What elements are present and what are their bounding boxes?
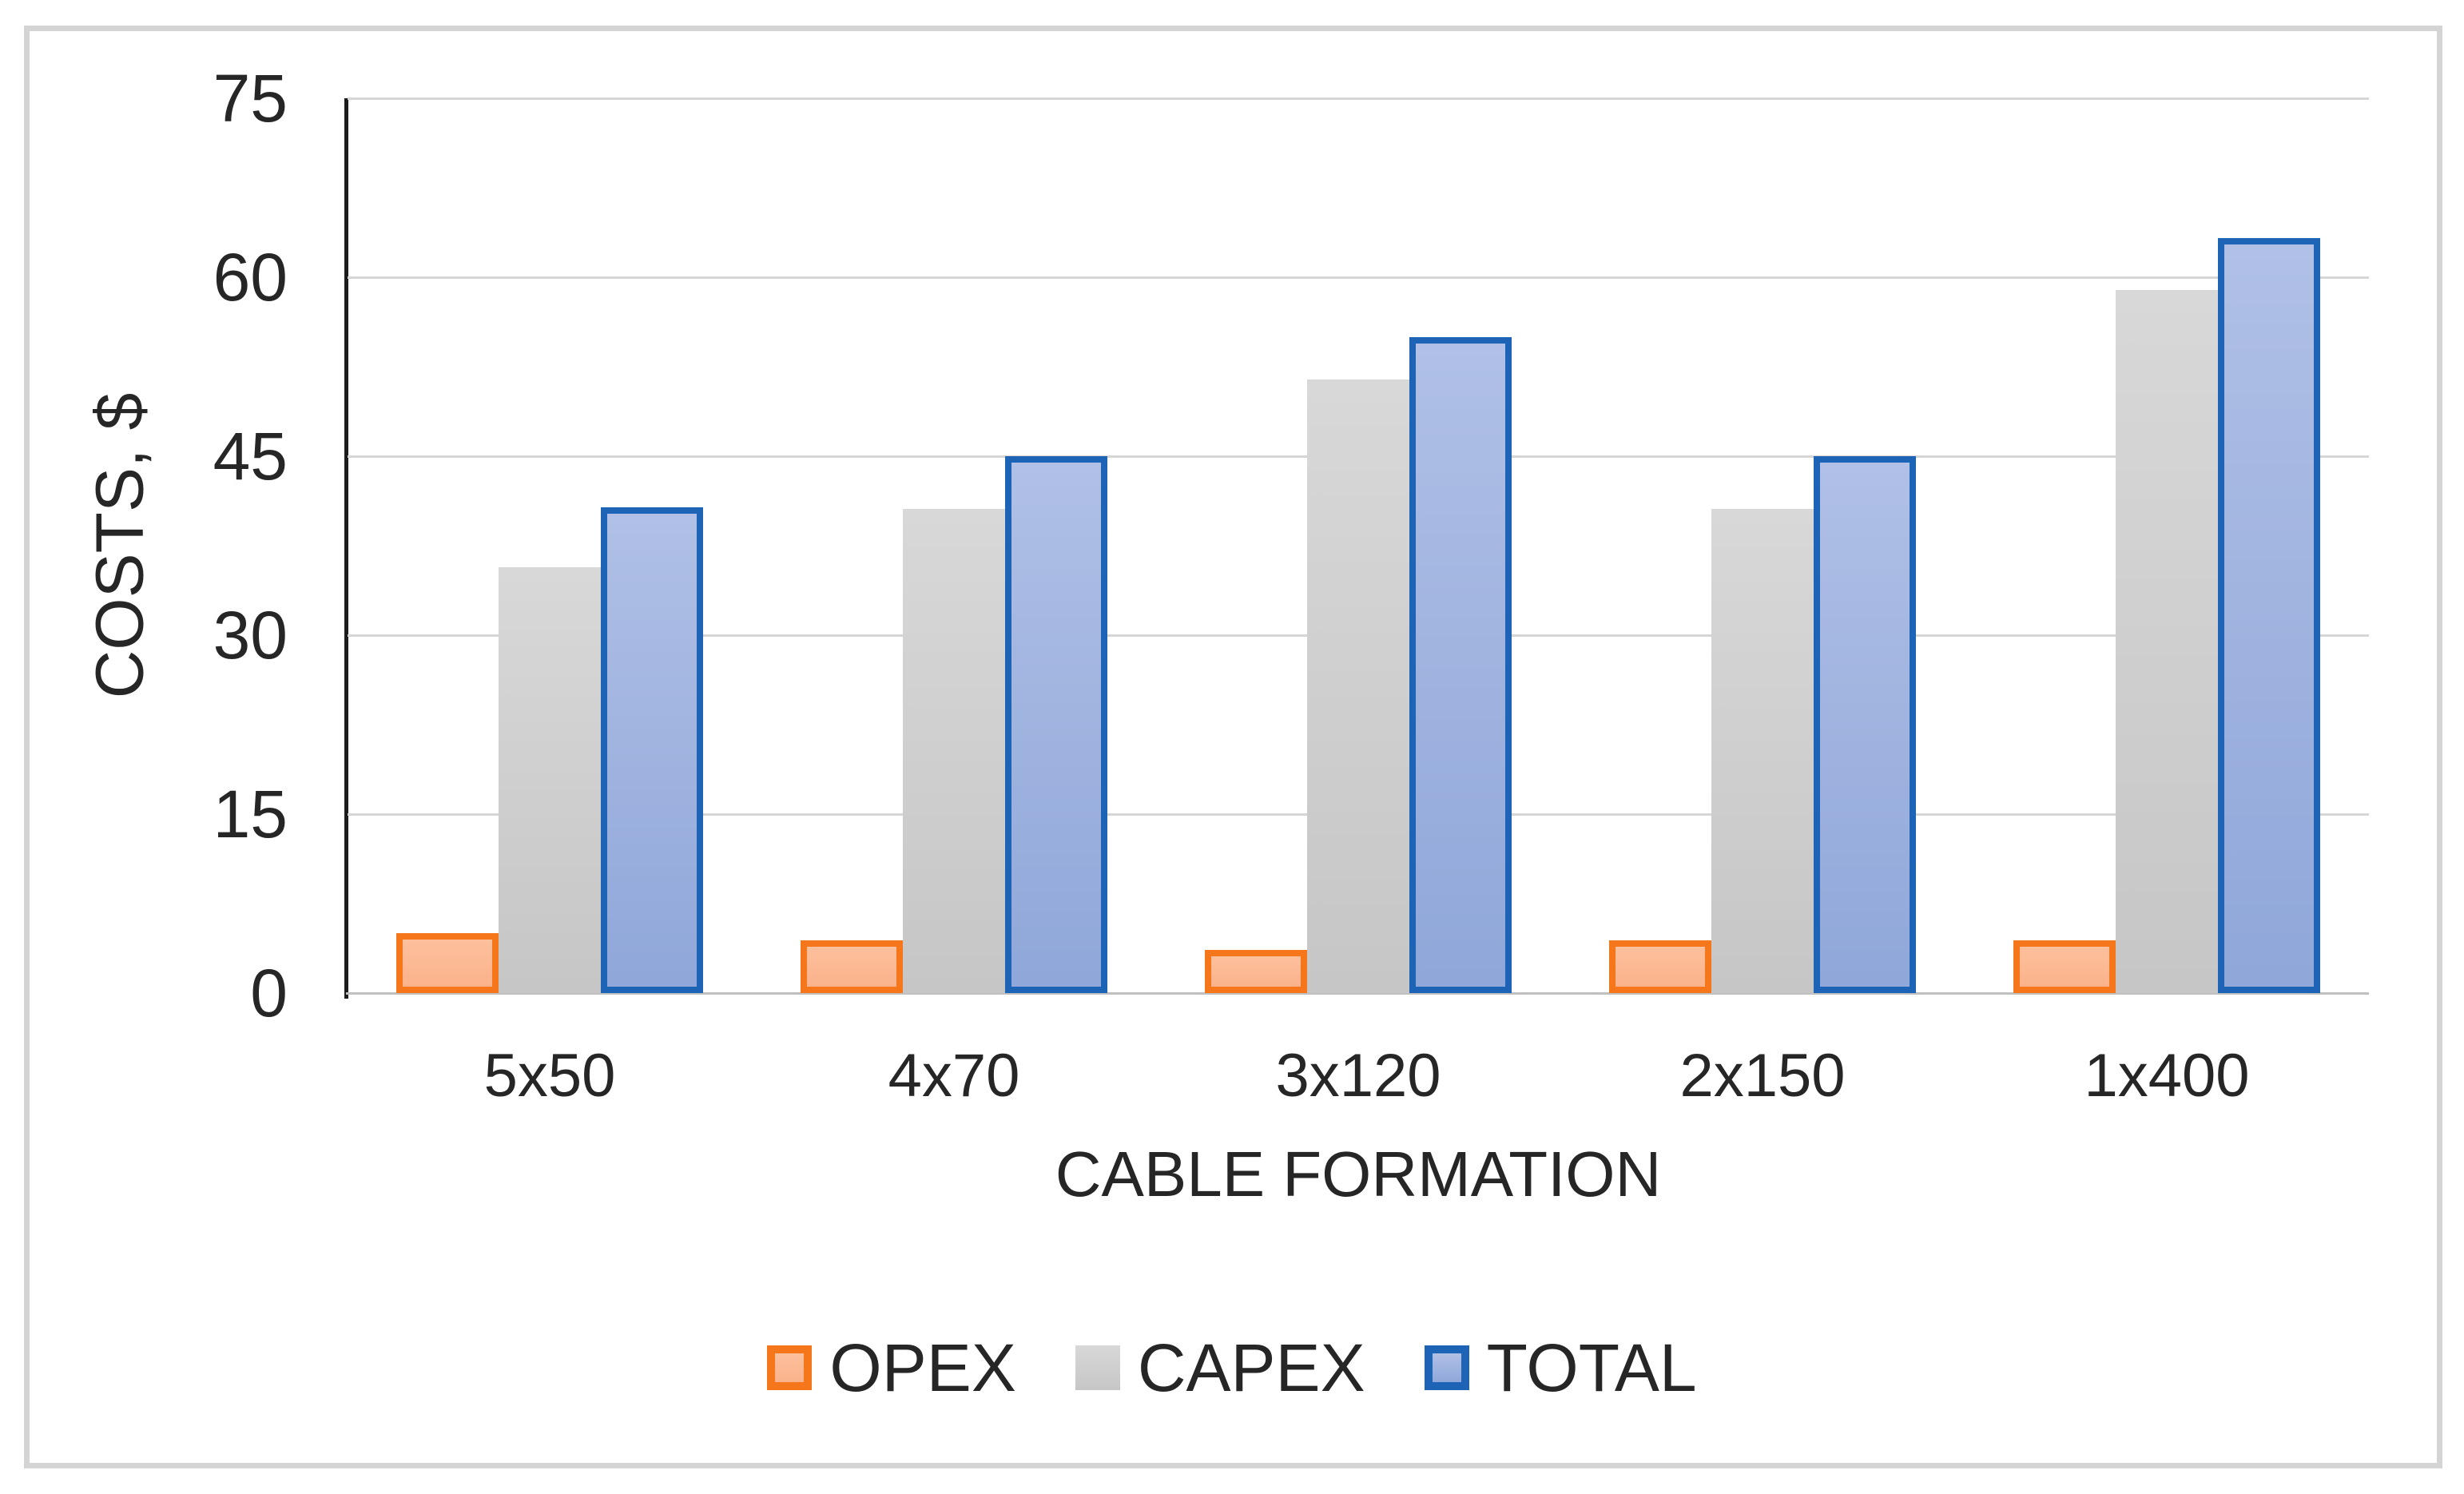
y-axis-title: COSTS, $: [81, 392, 157, 699]
y-axis-tick-label: 75: [213, 61, 288, 136]
y-axis-tick-label: 30: [213, 598, 288, 673]
bar-total-2x150: [1814, 456, 1916, 993]
bar-opex-4x70: [801, 940, 903, 993]
legend-item-opex: OPEX: [767, 1330, 1016, 1405]
x-category-label: 1x400: [2084, 1042, 2250, 1110]
bar-opex-5x50: [396, 933, 499, 993]
legend-swatch-capex-icon: [1075, 1345, 1120, 1390]
bar-total-5x50: [601, 507, 703, 993]
gridline: [348, 97, 2369, 100]
legend-swatch-total-icon: [1424, 1345, 1469, 1390]
y-axis-tick-label: 60: [213, 240, 288, 315]
x-axis-baseline: [346, 992, 2369, 995]
x-category-label: 2x150: [1679, 1042, 1846, 1110]
bar-capex-3x120: [1307, 379, 1409, 993]
bar-capex-2x150: [1711, 508, 1814, 993]
legend-label-capex: CAPEX: [1137, 1330, 1365, 1405]
bar-opex-1x400: [2013, 940, 2116, 993]
bar-capex-1x400: [2116, 290, 2218, 993]
bar-opex-3x120: [1205, 950, 1307, 993]
y-axis-tick-label: 0: [250, 956, 288, 1031]
gridline: [348, 276, 2369, 279]
bar-total-3x120: [1409, 336, 1512, 993]
x-category-label: 4x70: [888, 1042, 1020, 1110]
y-axis-tick-label: 45: [213, 419, 288, 494]
y-axis-line: [344, 98, 348, 999]
bar-total-4x70: [1005, 456, 1107, 993]
legend: OPEX CAPEX TOTAL: [0, 1320, 2464, 1416]
bar-capex-4x70: [903, 508, 1005, 993]
x-axis-title: CABLE FORMATION: [1055, 1138, 1662, 1210]
x-category-label: 5x50: [483, 1042, 616, 1110]
legend-label-opex: OPEX: [829, 1330, 1016, 1405]
bar-opex-2x150: [1609, 940, 1711, 993]
legend-item-total: TOTAL: [1424, 1330, 1697, 1405]
y-axis-tick-label: 15: [213, 777, 288, 852]
legend-item-capex: CAPEX: [1075, 1334, 1365, 1401]
bar-total-1x400: [2218, 237, 2320, 993]
legend-swatch-opex-icon: [767, 1345, 813, 1390]
x-category-label: 3x120: [1275, 1042, 1441, 1110]
bar-capex-5x50: [499, 566, 601, 993]
legend-label-total: TOTAL: [1486, 1330, 1697, 1405]
